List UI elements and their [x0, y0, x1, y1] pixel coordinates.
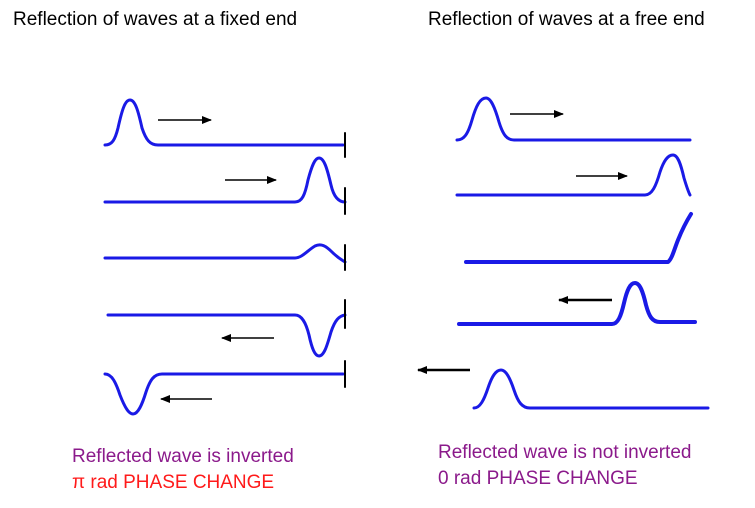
free-end-panel	[455, 96, 710, 410]
phase-change-text: rad PHASE CHANGE	[85, 472, 275, 493]
free-end-title: Reflection of waves at a free end	[428, 9, 705, 30]
free-row4-wave	[457, 281, 697, 326]
fixed-end-caption-line2: π rad PHASE CHANGE	[72, 470, 294, 496]
pi-symbol: π	[72, 472, 86, 493]
free-row2-wave	[455, 153, 692, 197]
fixed-row1-wave	[103, 98, 345, 147]
fixed-end-panel	[103, 98, 347, 416]
fixed-end-arrows	[158, 116, 277, 403]
fixed-end-caption: Reflected wave is inverted π rad PHASE C…	[72, 444, 294, 496]
fixed-row5-wave	[103, 372, 345, 416]
free-row5-wave	[472, 368, 710, 410]
free-row1-wave	[455, 96, 692, 142]
fixed-row2-wave	[103, 156, 347, 204]
fixed-end-caption-line1: Reflected wave is inverted	[72, 446, 294, 467]
free-row3-wave	[464, 212, 693, 264]
fixed-row4-wave	[106, 313, 347, 358]
fixed-row3-wave	[103, 243, 347, 264]
fixed-end-title: Reflection of waves at a fixed end	[13, 9, 298, 30]
free-end-caption-line2: 0 rad PHASE CHANGE	[438, 468, 638, 489]
free-end-caption-line1: Reflected wave is not inverted	[438, 442, 692, 463]
free-end-caption: Reflected wave is not inverted 0 rad PHA…	[438, 440, 691, 492]
free-end-arrows	[417, 110, 628, 374]
